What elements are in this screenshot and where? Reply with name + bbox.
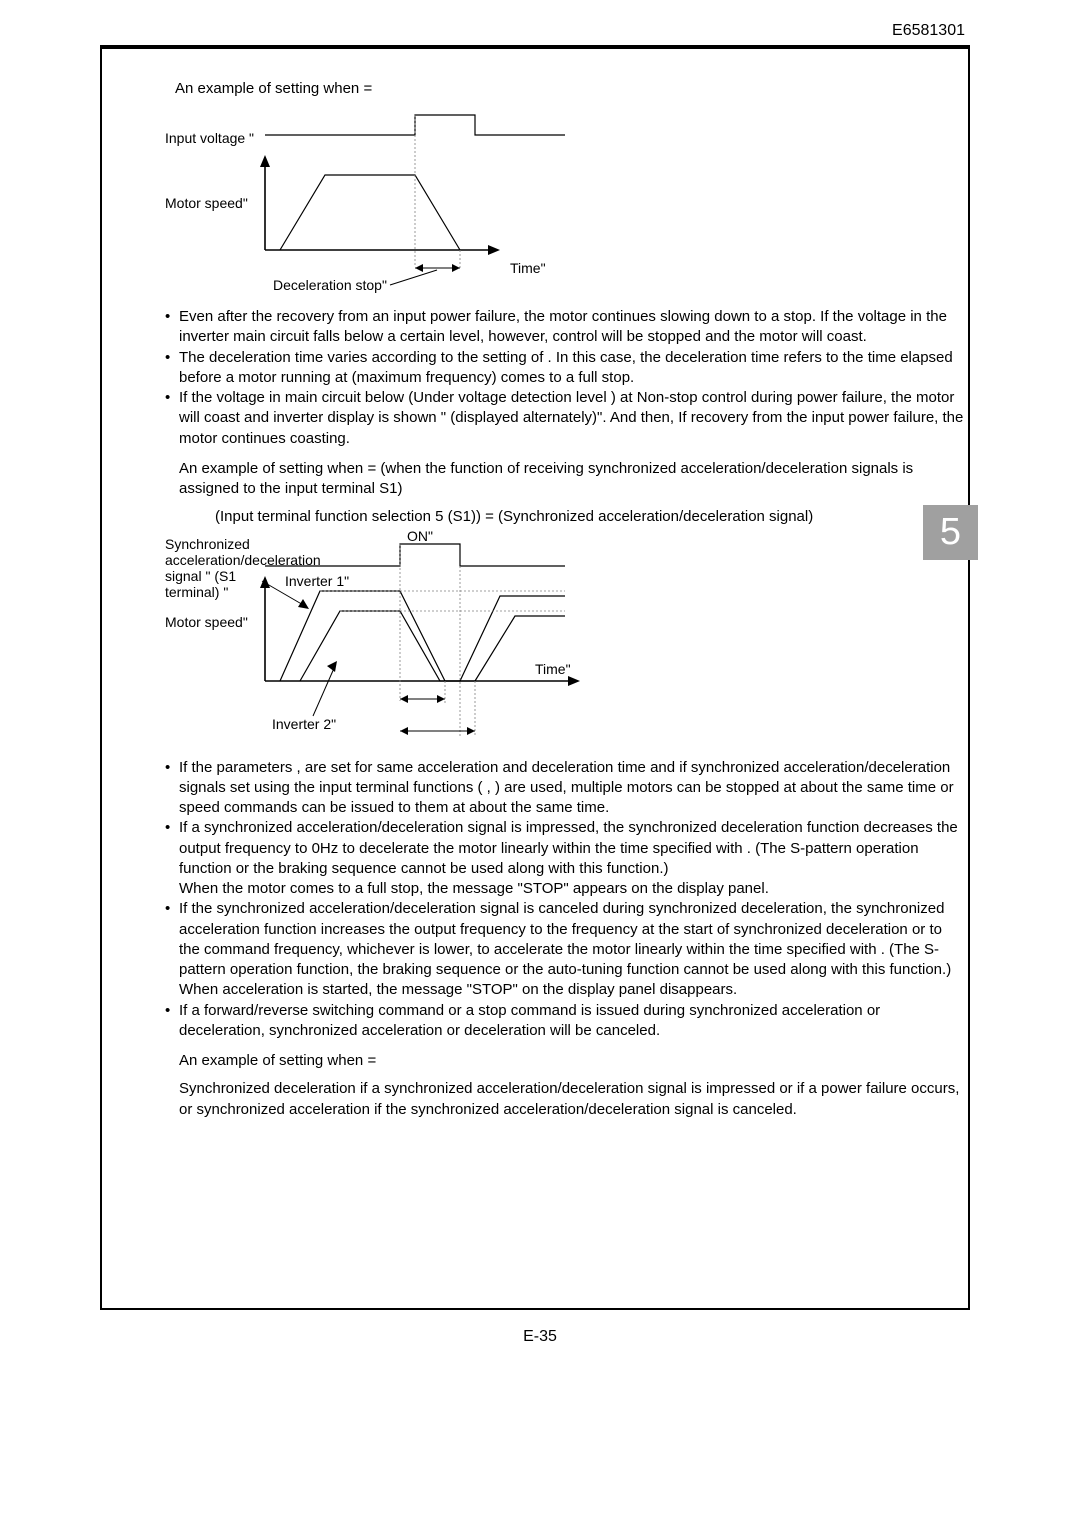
diagram-2: ON" (165, 536, 965, 746)
bullet-b-1: •If a synchronized acceleration/decelera… (165, 818, 965, 899)
bullet-b-0: •If the parameters , are set for same ac… (165, 758, 965, 819)
diagram2-motor-speed-label: Motor speed" (165, 614, 248, 630)
example2-subtitle: (Input terminal function selection 5 (S1… (215, 507, 965, 527)
bullet-a-1: •The deceleration time varies according … (165, 348, 965, 389)
example3-body: Synchronized deceleration if a synchroni… (179, 1079, 965, 1120)
bullet-b-3: •If a forward/reverse switching command … (165, 1001, 965, 1042)
page-content: An example of setting when = Time" (165, 80, 965, 1128)
diagram2-sync-signal-label: Synchronized acceleration/deceleration s… (165, 536, 285, 600)
diagram2-on-label: ON" (407, 528, 433, 544)
diagram1-input-voltage-label: Input voltage " (165, 130, 254, 146)
document-id: E6581301 (892, 22, 965, 40)
diagram1-decel-stop-label: Deceleration stop" (273, 277, 387, 293)
example1-title: An example of setting when = (175, 80, 965, 97)
diagram2-time-label: Time" (535, 661, 571, 677)
bullet-a-2-text: If the voltage in main circuit below (Un… (179, 388, 965, 449)
example2-title: An example of setting when = (when the f… (179, 459, 965, 500)
bullet-b-1-text: If a synchronized acceleration/decelerat… (179, 818, 965, 899)
bullet-b-2: •If the synchronized acceleration/decele… (165, 899, 965, 1000)
diagram-1: Time" Input voltage " Motor speed" Decel… (165, 105, 965, 295)
bullet-group-b: •If the parameters , are set for same ac… (165, 758, 965, 1042)
diagram1-motor-speed-label: Motor speed" (165, 195, 248, 211)
bullet-a-2: •If the voltage in main circuit below (U… (165, 388, 965, 449)
bullet-a-0: •Even after the recovery from an input p… (165, 307, 965, 348)
diagram2-inverter1-label: Inverter 1" (285, 573, 349, 589)
diagram1-time-label: Time" (510, 260, 546, 276)
diagram2-inverter2-label: Inverter 2" (272, 716, 336, 732)
bullet-b-0-text: If the parameters , are set for same acc… (179, 758, 965, 819)
example3-title: An example of setting when = (179, 1051, 965, 1071)
bullet-a-0-text: Even after the recovery from an input po… (179, 307, 965, 348)
bullet-a-1-text: The deceleration time varies according t… (179, 348, 965, 389)
bullet-b-3-text: If a forward/reverse switching command o… (179, 1001, 965, 1042)
bullet-group-a: •Even after the recovery from an input p… (165, 307, 965, 449)
bullet-b-2-text: If the synchronized acceleration/deceler… (179, 899, 965, 1000)
page-number: E-35 (0, 1328, 1080, 1346)
